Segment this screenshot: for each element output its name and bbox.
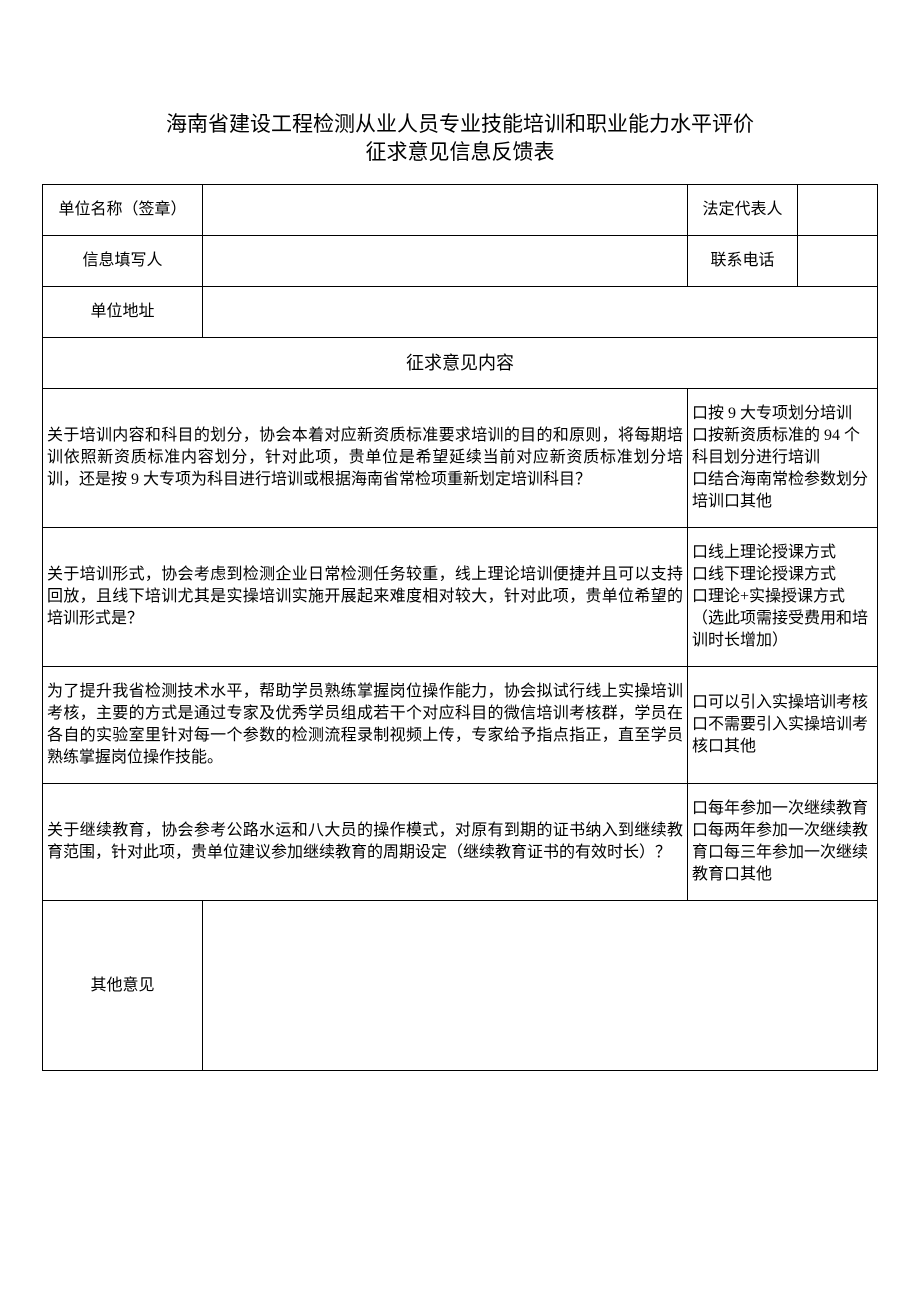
question-3-options[interactable]: 口可以引入实操培训考核口不需要引入实操培训考核口其他 xyxy=(688,667,878,784)
question-2-text: 关于培训形式，协会考虑到检测企业日常检测任务较重，线上理论培训便捷并且可以支持回… xyxy=(43,528,688,667)
feedback-form-table: 单位名称（签章） 法定代表人 信息填写人 联系电话 单位地址 征求意见内容 关于… xyxy=(42,184,878,1071)
question-row-1: 关于培训内容和科目的划分，协会本着对应新资质标准要求培训的目的和原则，将每期培训… xyxy=(43,389,878,528)
filler-value[interactable] xyxy=(203,236,688,287)
question-row-4: 关于继续教育，协会参考公路水运和八大员的操作模式，对原有到期的证书纳入到继续教育… xyxy=(43,784,878,901)
header-row-1: 单位名称（签章） 法定代表人 xyxy=(43,185,878,236)
title-line-2: 征求意见信息反馈表 xyxy=(42,138,878,166)
phone-value[interactable] xyxy=(798,236,878,287)
unit-name-value[interactable] xyxy=(203,185,688,236)
address-label: 单位地址 xyxy=(43,287,203,338)
header-row-3: 单位地址 xyxy=(43,287,878,338)
question-4-text: 关于继续教育，协会参考公路水运和八大员的操作模式，对原有到期的证书纳入到继续教育… xyxy=(43,784,688,901)
title-line-1: 海南省建设工程检测从业人员专业技能培训和职业能力水平评价 xyxy=(42,110,878,138)
phone-label: 联系电话 xyxy=(688,236,798,287)
question-row-3: 为了提升我省检测技术水平，帮助学员熟练掌握岗位操作能力，协会拟试行线上实操培训考… xyxy=(43,667,878,784)
unit-name-label: 单位名称（签章） xyxy=(43,185,203,236)
section-header-row: 征求意见内容 xyxy=(43,338,878,389)
question-row-2: 关于培训形式，协会考虑到检测企业日常检测任务较重，线上理论培训便捷并且可以支持回… xyxy=(43,528,878,667)
other-opinion-value[interactable] xyxy=(203,901,878,1071)
document-title: 海南省建设工程检测从业人员专业技能培训和职业能力水平评价 征求意见信息反馈表 xyxy=(42,110,878,166)
question-4-options[interactable]: 口每年参加一次继续教育口每两年参加一次继续教育口每三年参加一次继续教育口其他 xyxy=(688,784,878,901)
question-1-options[interactable]: 口按 9 大专项划分培训口按新资质标准的 94 个科目划分进行培训口结合海南常检… xyxy=(688,389,878,528)
other-opinion-row: 其他意见 xyxy=(43,901,878,1071)
legal-rep-label: 法定代表人 xyxy=(688,185,798,236)
question-1-text: 关于培训内容和科目的划分，协会本着对应新资质标准要求培训的目的和原则，将每期培训… xyxy=(43,389,688,528)
header-row-2: 信息填写人 联系电话 xyxy=(43,236,878,287)
address-value[interactable] xyxy=(203,287,878,338)
other-opinion-label: 其他意见 xyxy=(43,901,203,1071)
filler-label: 信息填写人 xyxy=(43,236,203,287)
section-header: 征求意见内容 xyxy=(43,338,878,389)
legal-rep-value[interactable] xyxy=(798,185,878,236)
question-2-options[interactable]: 口线上理论授课方式口线下理论授课方式口理论+实操授课方式（选此项需接受费用和培训… xyxy=(688,528,878,667)
question-3-text: 为了提升我省检测技术水平，帮助学员熟练掌握岗位操作能力，协会拟试行线上实操培训考… xyxy=(43,667,688,784)
